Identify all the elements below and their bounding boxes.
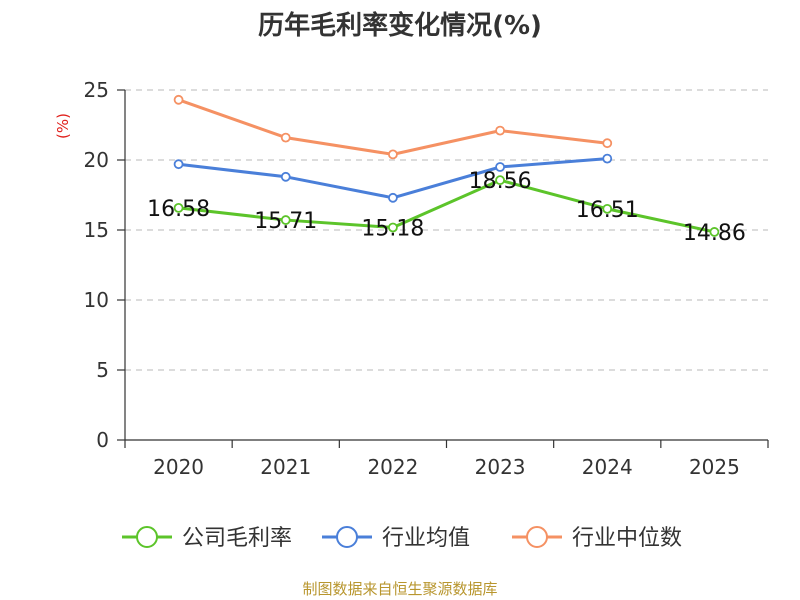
source-note: 制图数据来自恒生聚源数据库 [302, 580, 497, 598]
data-labels: 16.58 15.71 15.18 18.56 16.51 14.86 [147, 169, 746, 246]
data-label: 18.56 [469, 169, 532, 194]
y-tick-label: 0 [96, 428, 109, 452]
legend-label: 行业中位数 [572, 526, 682, 551]
x-tick-labels: 2020 2021 2022 2023 2024 2025 [153, 455, 740, 479]
data-point [602, 153, 613, 164]
data-point [173, 159, 184, 170]
data-point [495, 162, 505, 172]
series-line [178, 98, 608, 156]
x-tick-label: 2024 [582, 455, 633, 479]
y-tick-label: 15 [84, 218, 109, 242]
data-point [280, 215, 291, 225]
data-label: 16.58 [147, 197, 210, 222]
data-label: 16.51 [576, 198, 639, 223]
y-tick-label: 25 [84, 78, 109, 102]
y-tick-labels: 0 5 10 15 20 25 [84, 78, 109, 452]
legend-item: 公司毛利率 [122, 526, 292, 551]
data-label: 15.71 [254, 209, 317, 234]
data-point [602, 203, 613, 214]
chart-title: 历年毛利率变化情况(%) [258, 10, 542, 41]
data-point [388, 222, 398, 233]
y-tick-label: 20 [84, 148, 109, 172]
data-point [280, 132, 291, 143]
grid-lines [117, 89, 768, 441]
data-point [495, 125, 505, 136]
x-tick-label: 2020 [153, 455, 204, 479]
data-label: 14.86 [683, 221, 746, 246]
legend-label: 行业均值 [382, 526, 470, 551]
legend-label: 公司毛利率 [182, 526, 292, 551]
y-tick-label: 10 [84, 288, 109, 312]
legend: 公司毛利率 行业均值 行业中位数 [122, 526, 682, 551]
y-tick-label: 5 [96, 358, 109, 382]
data-point [388, 192, 398, 203]
data-point [495, 175, 505, 186]
data-point [388, 149, 398, 160]
data-point [280, 171, 291, 182]
x-tick-label: 2025 [689, 455, 740, 479]
data-point [173, 94, 184, 105]
legend-marker [336, 526, 358, 548]
series-line [178, 178, 715, 234]
x-tick-label: 2023 [475, 455, 526, 479]
data-point [709, 227, 720, 237]
legend-item: 行业均值 [322, 526, 470, 551]
legend-marker [526, 526, 548, 548]
x-tick-label: 2021 [260, 455, 311, 479]
axes [124, 90, 769, 448]
data-point [173, 202, 184, 213]
data-label: 15.18 [361, 216, 424, 241]
x-tick-label: 2022 [367, 455, 418, 479]
series-lines [173, 94, 720, 237]
y-axis-unit: (%) [54, 113, 72, 139]
legend-item: 行业中位数 [512, 526, 682, 551]
legend-marker [136, 526, 158, 548]
data-point [602, 138, 613, 149]
